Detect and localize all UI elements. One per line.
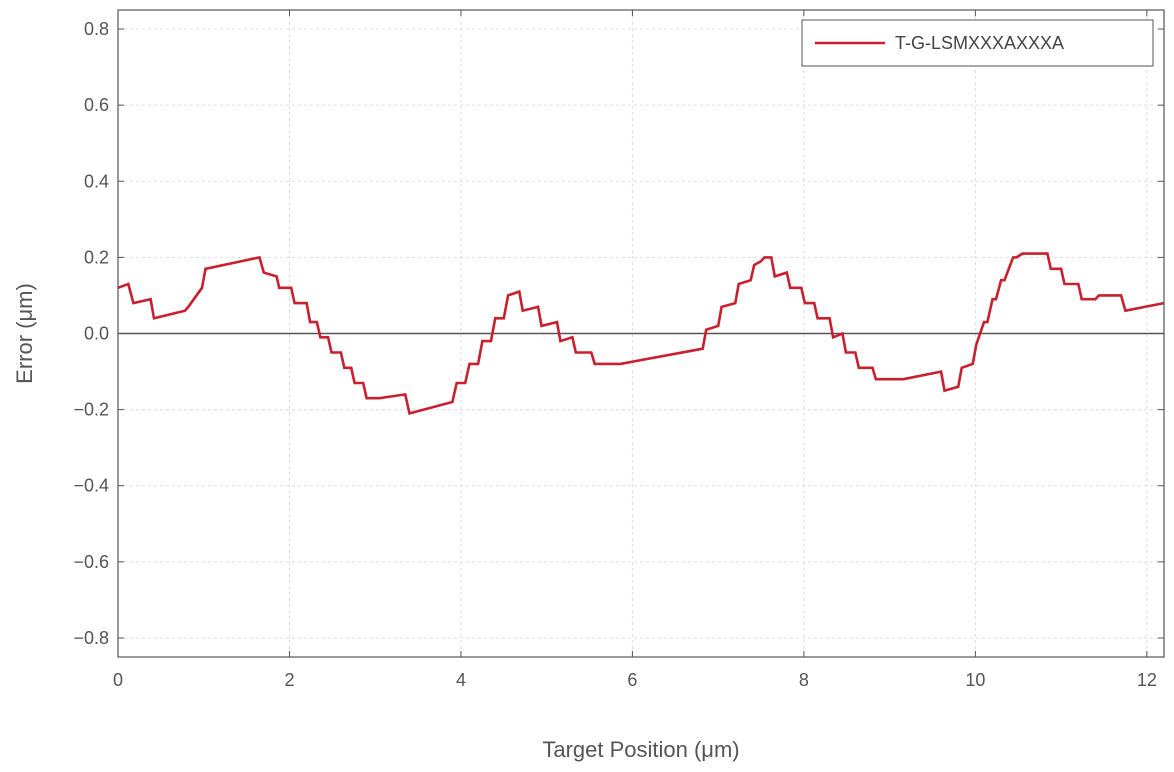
x-axis-label: Target Position (μm) <box>542 737 739 762</box>
x-tick-label-5: 10 <box>965 670 985 690</box>
y-tick-label-1: −0.6 <box>73 552 109 572</box>
y-tick-label-2: −0.4 <box>73 476 109 496</box>
y-tick-label-6: 0.4 <box>84 171 109 191</box>
legend: T-G-LSMXXXAXXXA <box>802 20 1153 66</box>
y-tick-label-5: 0.2 <box>84 247 109 267</box>
y-tick-label-4: 0.0 <box>84 324 109 344</box>
y-tick-label-3: −0.2 <box>73 400 109 420</box>
y-axis-label: Error (μm) <box>12 283 37 384</box>
x-tick-label-2: 4 <box>456 670 466 690</box>
x-tick-label-1: 2 <box>284 670 294 690</box>
tick-label-layer: 0 2 4 6 8 10 12 −0.8 −0.6 −0.4 −0.2 0.0 0.2 0.4 0.6 0.8 <box>73 19 1156 690</box>
x-tick-label-0: 0 <box>113 670 123 690</box>
x-tick-label-6: 12 <box>1137 670 1157 690</box>
y-tick-label-8: 0.8 <box>84 19 109 39</box>
x-tick-label-4: 8 <box>799 670 809 690</box>
y-tick-label-7: 0.6 <box>84 95 109 115</box>
y-tick-label-0: −0.8 <box>73 628 109 648</box>
legend-label: T-G-LSMXXXAXXXA <box>895 33 1064 53</box>
x-tick-label-3: 6 <box>627 670 637 690</box>
